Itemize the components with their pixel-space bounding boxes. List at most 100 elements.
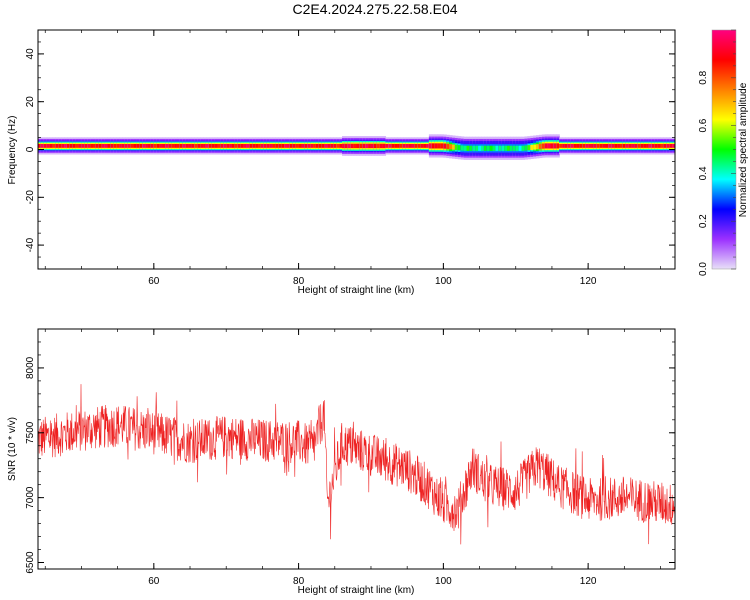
- spectrogram-cell: [373, 143, 378, 149]
- spectrogram-cell: [397, 144, 401, 148]
- spectrogram-cell: [176, 144, 181, 148]
- x-tick-label: 100: [435, 276, 452, 287]
- spectrogram-cell: [252, 144, 256, 148]
- spectrogram-cell: [588, 144, 592, 148]
- spectrogram-cell: [483, 145, 488, 151]
- y-tick-label: -20: [25, 190, 36, 205]
- spectrogram-cell: [640, 144, 644, 148]
- colorbar-tick-label: 0.2: [698, 214, 709, 228]
- spectrogram-cell: [182, 144, 187, 148]
- spectrogram-cell: [78, 144, 83, 148]
- spectrogram-cell: [266, 144, 271, 148]
- snr-y-axis-label: SNR (10 * v/v): [7, 417, 18, 481]
- spectrogram-cell: [585, 144, 589, 148]
- spectrogram-cell: [150, 144, 155, 148]
- spectrogram-cell: [121, 144, 126, 148]
- colorbar-gradient: [712, 30, 736, 269]
- spectrogram-cell: [402, 144, 407, 148]
- spectrogram-cell: [139, 144, 143, 148]
- spectrogram-cell: [127, 144, 132, 148]
- y-tick-label: 8000: [25, 356, 36, 379]
- spectrogram-cell: [385, 144, 389, 148]
- spectrogram-cell: [153, 144, 158, 148]
- colorbar: 0.0 0.2 0.4 0.6 0.8 Normalized spectral ampl…: [698, 29, 749, 276]
- spectrogram-cell: [226, 144, 230, 148]
- spectrogram-cell: [113, 144, 117, 148]
- spectrogram-cell: [43, 144, 48, 148]
- spectrogram-cell: [353, 143, 358, 149]
- spectrogram-cell: [281, 144, 285, 148]
- spectrogram-cell: [307, 144, 311, 148]
- spectrogram-cell: [55, 144, 59, 148]
- spectrogram-cell: [220, 144, 224, 148]
- spectrogram-cell: [327, 144, 332, 148]
- spectrogram-cell: [521, 145, 526, 151]
- spectrogram-cell: [449, 144, 453, 150]
- x-tick-label: 60: [148, 276, 160, 287]
- spectrogram-cell: [208, 144, 213, 148]
- spectrogram-cell: [295, 144, 300, 148]
- spectrogram-cell: [567, 144, 572, 148]
- spectrogram-cell: [423, 144, 427, 148]
- colorbar-tick-label: 0.8: [698, 70, 709, 84]
- spectrogram-cell: [336, 144, 340, 148]
- spectrogram-cell: [66, 144, 71, 148]
- spectrogram-cell: [315, 144, 320, 148]
- spectrogram-cell: [185, 144, 190, 148]
- spectrogram-cell: [414, 144, 418, 148]
- spectrogram-cell: [550, 143, 554, 149]
- spectrogram-cell: [217, 144, 222, 148]
- spectrogram-cell: [130, 144, 135, 148]
- snr-frame: [37, 328, 676, 570]
- spectrogram-cell: [457, 145, 462, 151]
- spectrogram-cell: [651, 144, 656, 148]
- spectrogram-cell: [330, 144, 334, 148]
- spectrogram-cell: [214, 144, 219, 148]
- spectrogram-cell: [628, 144, 633, 148]
- spectrogram-cell: [486, 145, 491, 151]
- spectrogram-cell: [40, 144, 45, 148]
- spectrogram-cell: [116, 144, 120, 148]
- spectrogram-cell: [95, 144, 100, 148]
- spectrogram-cell: [608, 144, 612, 148]
- spectrogram-cell: [443, 143, 447, 149]
- spectrogram-cell: [168, 144, 172, 148]
- spectrogram-cell: [162, 144, 166, 148]
- spectrogram-cell: [324, 144, 329, 148]
- spectrogram-cell: [570, 144, 575, 148]
- snr-x-ticks: 60 80 100 120: [44, 329, 661, 587]
- spectrogram-cell: [593, 144, 598, 148]
- spectrogram-cell: [657, 144, 662, 148]
- y-tick-label: 7500: [25, 421, 36, 444]
- spectrogram-cell: [347, 143, 352, 149]
- spectrogram-cell: [136, 144, 140, 148]
- spectrogram-cell: [672, 144, 675, 148]
- spectrogram-cell: [287, 144, 291, 148]
- spectrogram-cell: [313, 144, 317, 148]
- spectrogram-cell: [625, 144, 630, 148]
- spectrogram-cell: [318, 144, 323, 148]
- y-tick-label: 6500: [25, 551, 36, 574]
- spectrogram-cell: [61, 144, 65, 148]
- colorbar-label: Normalized spectral amplitude: [738, 82, 749, 217]
- spectrogram-cell: [179, 144, 184, 148]
- spectrogram-cell: [188, 144, 193, 148]
- spectrogram-cell: [544, 143, 549, 149]
- spectrogram-cell: [460, 145, 465, 151]
- spectrogram-cell: [46, 144, 51, 148]
- spectrogram-cell: [148, 144, 152, 148]
- spectrogram-cell: [619, 144, 624, 148]
- y-tick-label: 7000: [25, 486, 36, 509]
- spectrogram-cell: [171, 144, 175, 148]
- spectrogram-cell: [284, 144, 288, 148]
- spectrogram-cell: [69, 144, 74, 148]
- spectrogram-cell: [350, 143, 355, 149]
- x-tick-label: 100: [435, 576, 452, 587]
- spectrogram-cell: [463, 145, 468, 151]
- spectrogram-cell: [75, 144, 80, 148]
- snr-series-line: [38, 384, 675, 545]
- spectrogram-cell: [446, 143, 450, 150]
- spectrogram-y-axis-label: Frequency (Hz): [7, 116, 18, 185]
- spectrogram-cell: [515, 145, 520, 151]
